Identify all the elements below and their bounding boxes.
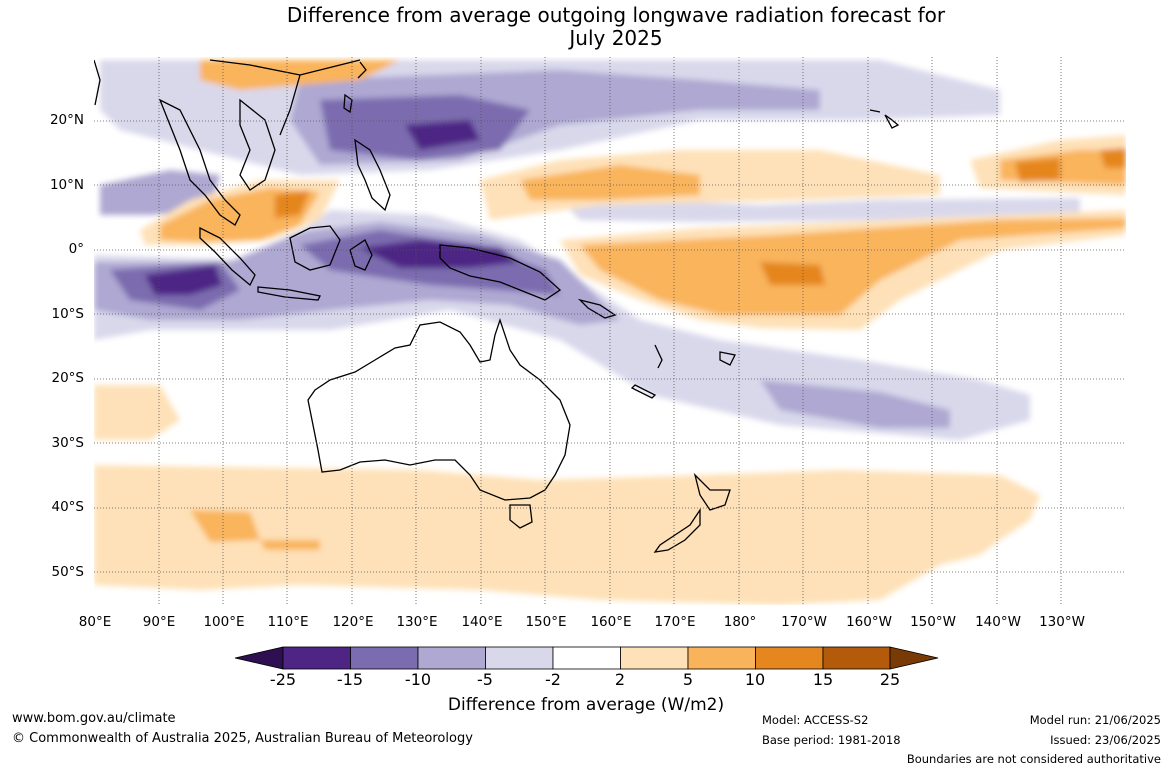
colorbar-tick--2: -2 <box>545 670 561 689</box>
hawaii-coastline <box>869 109 900 129</box>
website-link[interactable]: www.bom.gov.au/climate <box>12 711 176 726</box>
new-guinea-coastline <box>439 244 562 301</box>
colorbar-bin-8 <box>755 646 824 670</box>
colorbar-tick-5: 5 <box>682 670 694 689</box>
australia-coastline <box>307 317 571 501</box>
colorbar-bin-3 <box>417 646 486 670</box>
lat-label-20n: 20°N <box>49 112 84 128</box>
lat-label-50s: 50°S <box>51 564 85 580</box>
taiwan-coastline <box>343 93 353 114</box>
colorbar-low-extension <box>234 646 284 670</box>
issued-date: Issued: 23/06/2025 <box>1050 733 1161 747</box>
lon-label-110e: 110°E <box>267 614 309 630</box>
neg-region-indian-core <box>145 265 222 295</box>
lon-label-160w: 160°W <box>846 614 892 630</box>
lon-label-140e: 140°E <box>461 614 503 630</box>
lon-label-150e: 150°E <box>525 614 567 630</box>
neg-region-itcz-west <box>560 198 1080 222</box>
philippines-coastline <box>354 138 391 212</box>
neg-region-spcz <box>760 380 950 428</box>
base-period: Base period: 1981-2018 <box>762 733 901 747</box>
lon-label-80e: 80°E <box>78 614 112 630</box>
colorbar-bin-7 <box>687 646 756 670</box>
solomon-islands-coastline <box>577 298 617 319</box>
lon-label-90e: 90°E <box>142 614 176 630</box>
fiji-coastline <box>719 351 736 366</box>
lat-label-10s: 10°S <box>51 306 85 322</box>
colorbar-tick-10: 10 <box>744 670 766 689</box>
pos-region-north-pacific-mid <box>520 165 700 200</box>
anomaly-field <box>94 57 1126 605</box>
borneo-coastline <box>289 225 341 271</box>
colorbar <box>234 646 939 670</box>
colorbar-tick-25: 25 <box>879 670 901 689</box>
coastlines <box>94 59 900 553</box>
lon-label-170e: 170°E <box>654 614 696 630</box>
vanuatu-coastline <box>654 344 663 369</box>
pos-region-equatorial-core <box>760 262 825 285</box>
lon-label-130e: 130°E <box>396 614 438 630</box>
lon-label-160e: 160°E <box>590 614 632 630</box>
colorbar-tick--25: -25 <box>269 670 297 689</box>
pos-region-southern-ocean <box>94 465 1040 605</box>
new-zealand-south-coastline <box>653 507 701 553</box>
colorbar-bin-6 <box>620 646 689 670</box>
lon-label-130w: 130°W <box>1039 614 1085 630</box>
pos-region-equatorial-mid <box>580 218 1126 315</box>
new-caledonia-coastline <box>630 384 657 399</box>
boundaries-disclaimer: Boundaries are not considered authoritat… <box>906 752 1161 766</box>
map-title: Difference from average outgoing longwav… <box>0 4 1173 50</box>
colorbar-bin-4 <box>485 646 554 670</box>
neg-region-philippine-core <box>405 120 480 150</box>
colorbar-tick--5: -5 <box>477 670 493 689</box>
colorbar-tick-2: 2 <box>614 670 626 689</box>
tasmania-coastline <box>509 504 533 529</box>
title-line-1: Difference from average outgoing longwav… <box>286 3 946 27</box>
india-coastline <box>94 59 101 106</box>
model-name: Model: ACCESS-S2 <box>762 713 869 727</box>
lon-label-170w: 170°W <box>781 614 827 630</box>
colorbar-bin-9 <box>822 646 891 670</box>
lat-label-40s: 40°S <box>51 499 85 515</box>
graticule <box>94 57 1126 605</box>
copyright-notice: © Commonwealth of Australia 2025, Austra… <box>12 731 473 746</box>
colorbar-high-extension <box>889 646 939 670</box>
java-coastline <box>257 286 321 301</box>
pos-region-southern-ocean-small <box>190 510 320 550</box>
pos-region-south-china-core <box>275 190 310 218</box>
lat-label-10n: 10°N <box>49 177 84 193</box>
colorbar-bin-2 <box>350 646 419 670</box>
pos-region-west-australia-coast <box>94 385 180 440</box>
colorbar-bin-5 <box>552 646 621 670</box>
pos-region-northeast-core <box>1015 148 1126 182</box>
japan-coastline <box>357 61 367 79</box>
china-coastline <box>209 59 361 136</box>
lon-label-120e: 120°E <box>332 614 374 630</box>
model-run-date: Model run: 21/06/2025 <box>1029 713 1161 727</box>
title-line-2: July 2025 <box>569 26 663 50</box>
lat-label-0: 0° <box>68 241 84 257</box>
colorbar-tick-15: 15 <box>812 670 834 689</box>
vietnam-coastline <box>239 98 276 191</box>
lat-label-20s: 20°S <box>51 370 85 386</box>
sulawesi-coastline <box>349 239 373 271</box>
lon-label-140w: 140°W <box>975 614 1021 630</box>
lon-label-100e: 100°E <box>203 614 245 630</box>
lon-label-180: 180° <box>723 614 757 630</box>
indochina-coastline <box>158 98 241 226</box>
colorbar-tick--10: -10 <box>404 670 432 689</box>
lat-label-30s: 30°S <box>51 435 85 451</box>
sumatra-coastline <box>199 226 256 287</box>
colorbar-bin-1 <box>282 646 351 670</box>
new-zealand-north-coastline <box>693 472 731 511</box>
colorbar-tick--15: -15 <box>336 670 364 689</box>
lon-label-150w: 150°W <box>910 614 956 630</box>
colorbar-label: Difference from average (W/m2) <box>447 695 725 715</box>
